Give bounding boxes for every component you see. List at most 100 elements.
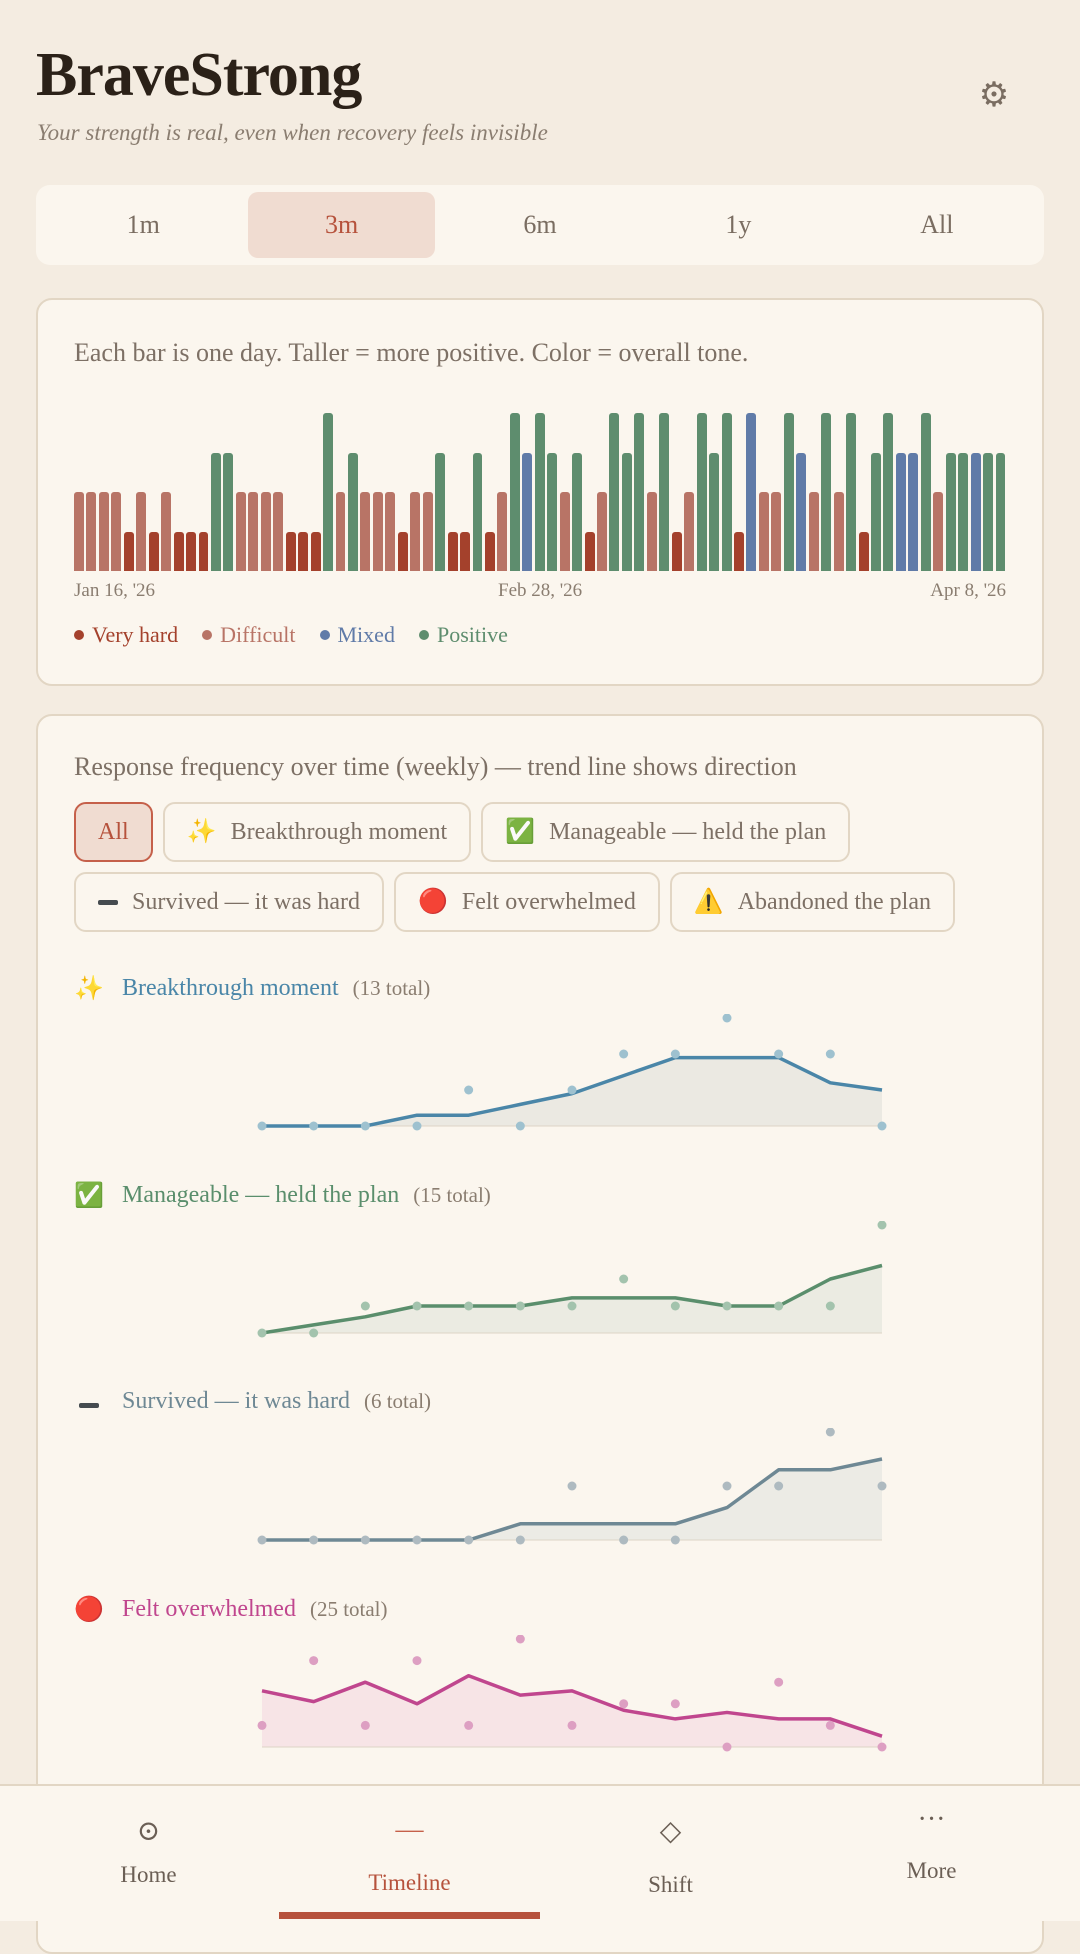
legend-label: Very hard: [92, 622, 179, 647]
day-bar: [646, 492, 657, 571]
day-bar: [74, 492, 84, 571]
section-header: Survived — it was hard (6 total): [74, 1388, 431, 1415]
section-total: (15 total): [413, 1183, 491, 1207]
weekly-point: [360, 1301, 370, 1311]
trend-area: [262, 1675, 882, 1747]
section-total: (13 total): [352, 976, 431, 1000]
x-axis-start-label: Jan 16, '26: [74, 580, 156, 601]
day-bar: [883, 413, 894, 571]
day-bar: [198, 531, 209, 571]
day-bar: [547, 452, 558, 571]
nav-home[interactable]: ⊙ Home: [18, 1786, 279, 1921]
day-bar: [609, 413, 620, 571]
manageable-trend-chart: [257, 1221, 887, 1338]
day-bar: [983, 452, 994, 571]
day-bar: [260, 492, 271, 571]
section-header: 🔴 Felt overwhelmed (25 total): [74, 1595, 387, 1624]
daily-tone-caption: Each bar is one day. Taller = more posit…: [74, 338, 749, 367]
weekly-point: [774, 1301, 784, 1311]
weekly-point: [722, 1742, 732, 1752]
day-bar: [347, 452, 358, 571]
day-bar: [435, 452, 446, 571]
day-bar: [273, 492, 284, 571]
sparkles-icon: ✨: [186, 819, 217, 845]
section-title: Breakthrough moment: [122, 975, 339, 1001]
day-bar: [148, 531, 159, 571]
response-frequency-caption: Response frequency over time (weekly) — …: [74, 752, 797, 781]
nav-shift[interactable]: ◇ Shift: [540, 1786, 801, 1921]
home-icon: ⊙: [136, 1816, 161, 1847]
day-bar: [522, 452, 533, 571]
filter-chip-manageable[interactable]: ✅ Manageable — held the plan: [481, 802, 851, 862]
section-total: (6 total): [363, 1389, 432, 1413]
day-bar: [559, 492, 570, 571]
nav-timeline[interactable]: — Timeline: [279, 1786, 540, 1921]
filter-chip-breakthrough[interactable]: ✨ Breakthrough moment: [162, 802, 472, 862]
survived-trend-chart: [257, 1428, 887, 1545]
day-bar: [796, 452, 807, 571]
section-header: ✨ Breakthrough moment (13 total): [74, 974, 430, 1003]
filter-chip-all[interactable]: All: [74, 802, 153, 862]
day-bar: [173, 531, 184, 571]
weekly-point: [567, 1481, 577, 1491]
legend-label: Mixed: [337, 622, 395, 647]
range-tab-3m[interactable]: 3m: [248, 192, 435, 258]
weekly-point: [567, 1085, 577, 1095]
day-bar: [86, 492, 97, 571]
section-title: Felt overwhelmed: [122, 1596, 296, 1622]
weekly-point: [257, 1535, 267, 1545]
range-tab-1m[interactable]: 1m: [126, 210, 160, 239]
day-bar: [684, 492, 695, 571]
day-bar: [484, 531, 495, 571]
weekly-point: [567, 1301, 577, 1311]
range-tab-1y[interactable]: 1y: [725, 210, 752, 239]
weekly-point: [825, 1428, 835, 1437]
day-bar: [410, 492, 421, 571]
chip-label: Felt overwhelmed: [461, 888, 636, 915]
weekly-point: [360, 1720, 370, 1730]
day-bar: [235, 492, 246, 571]
breakthrough-trend-chart: [257, 1014, 887, 1131]
weekly-point: [309, 1328, 319, 1338]
day-bar: [821, 413, 832, 571]
trend-area: [262, 1057, 882, 1126]
day-bar: [920, 413, 931, 571]
manageable-section: ✅ Manageable — held the plan (15 total): [74, 1181, 1014, 1381]
range-tab-6m[interactable]: 6m: [523, 210, 557, 239]
day-bar: [945, 452, 956, 571]
weekly-point: [877, 1121, 887, 1131]
day-bar: [734, 531, 744, 571]
weekly-point: [309, 1121, 319, 1131]
day-bar: [248, 492, 259, 571]
legend-dot: [418, 630, 429, 640]
trend-area: [262, 1459, 882, 1540]
day-bar: [597, 492, 607, 571]
trend-line: [261, 1673, 883, 1738]
legend-difficult: Difficult: [202, 622, 296, 648]
weekly-point: [619, 1049, 629, 1059]
day-bar: [895, 452, 906, 571]
weekly-point: [412, 1121, 422, 1131]
filter-chip-survived[interactable]: Survived — it was hard: [74, 872, 384, 932]
day-bar: [223, 452, 234, 571]
nav-more[interactable]: ··· More: [801, 1786, 1062, 1921]
day-bar: [584, 531, 595, 571]
weekly-point: [360, 1121, 370, 1131]
survived-section: Survived — it was hard (6 total): [74, 1388, 1014, 1588]
time-range-tabs: 1m 3m 6m 1y All: [36, 185, 1044, 265]
weekly-point: [774, 1677, 784, 1687]
chip-label: Breakthrough moment: [230, 818, 448, 845]
day-bar: [696, 413, 707, 571]
range-tab-all[interactable]: All: [920, 210, 954, 239]
gear-icon[interactable]: ⚙: [978, 77, 1010, 114]
nav-label: Timeline: [368, 1870, 451, 1895]
day-bar: [721, 413, 732, 571]
section-title: Manageable — held the plan: [122, 1182, 400, 1208]
weekly-point: [515, 1121, 525, 1131]
filter-chip-overwhelmed[interactable]: 🔴 Felt overwhelmed: [393, 872, 660, 932]
day-bar: [833, 492, 844, 571]
day-bar: [572, 452, 583, 571]
day-bar: [186, 531, 197, 571]
filter-chip-abandoned[interactable]: ⚠️ Abandoned the plan: [669, 872, 955, 932]
timeline-icon: —: [395, 1814, 424, 1845]
